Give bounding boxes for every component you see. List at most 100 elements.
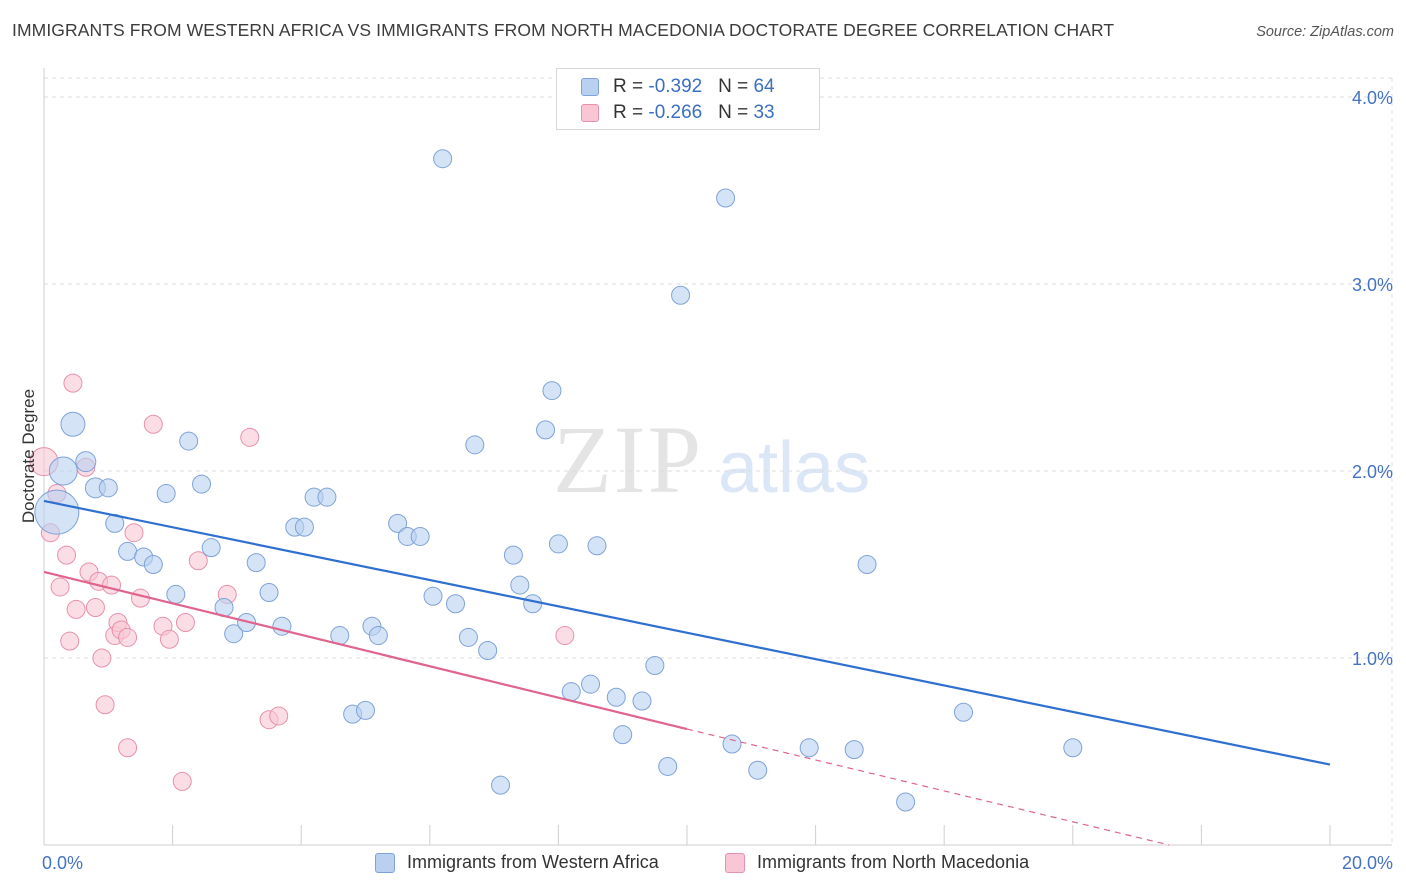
y-tick-label: 3.0%: [1352, 275, 1393, 295]
series-swatch-blue: [375, 853, 395, 873]
data-point-western-africa: [671, 285, 691, 305]
data-point-western-africa: [60, 411, 86, 437]
legend-n-value: 64: [753, 76, 775, 97]
legend-r-value: -0.266: [648, 102, 703, 123]
data-point-western-africa: [799, 738, 819, 758]
data-point-north-macedonia: [66, 599, 86, 619]
data-point-western-africa: [645, 655, 665, 675]
data-point-western-africa: [388, 513, 408, 533]
data-point-western-africa: [259, 583, 279, 603]
data-point-western-africa: [433, 149, 453, 169]
data-point-western-africa: [48, 456, 78, 486]
data-point-western-africa: [98, 478, 118, 498]
legend-r-label: R =: [613, 76, 649, 97]
data-point-western-africa: [179, 431, 199, 451]
data-point-western-africa: [503, 545, 523, 565]
data-point-western-africa: [613, 725, 633, 745]
data-point-western-africa: [458, 627, 478, 647]
data-point-western-africa: [317, 487, 337, 507]
data-point-north-macedonia: [118, 627, 138, 647]
data-point-western-africa: [542, 381, 562, 401]
x-tick-label: 20.0%: [1342, 853, 1393, 873]
legend-r-label: R =: [613, 102, 649, 123]
data-point-north-macedonia: [159, 629, 179, 649]
data-point-north-macedonia: [188, 551, 208, 571]
data-point-western-africa: [156, 483, 176, 503]
data-point-north-macedonia: [118, 738, 138, 758]
data-point-western-africa: [548, 534, 568, 554]
legend-r-value: -0.392: [648, 76, 703, 97]
chart-title: IMMIGRANTS FROM WESTERN AFRICA VS IMMIGR…: [12, 20, 1115, 40]
data-point-western-africa: [658, 756, 678, 776]
data-point-western-africa: [246, 553, 266, 573]
series-label: Immigrants from North Macedonia: [757, 852, 1030, 872]
legend-n-label: N =: [718, 102, 754, 123]
data-point-western-africa: [201, 538, 221, 558]
data-point-western-africa: [523, 594, 543, 614]
data-point-western-africa: [953, 702, 973, 722]
data-point-western-africa: [118, 541, 138, 561]
data-point-western-africa: [716, 188, 736, 208]
data-point-western-africa: [510, 575, 530, 595]
data-point-western-africa: [410, 526, 430, 546]
series-swatch-pink: [725, 853, 745, 873]
data-point-north-macedonia: [50, 577, 70, 597]
y-tick-label: 1.0%: [1352, 649, 1393, 669]
data-point-western-africa: [857, 555, 877, 574]
y-axis-label: Doctorate Degree: [19, 389, 38, 523]
data-point-north-macedonia: [60, 631, 80, 651]
data-point-western-africa: [356, 700, 375, 720]
legend-swatch-pink: [581, 104, 599, 122]
data-point-western-africa: [561, 682, 581, 702]
data-point-western-africa: [896, 792, 916, 812]
data-point-north-macedonia: [57, 545, 77, 565]
data-point-western-africa: [143, 555, 163, 574]
data-point-north-macedonia: [269, 706, 289, 726]
data-point-western-africa: [722, 734, 742, 754]
data-point-north-macedonia: [175, 612, 195, 632]
y-tick-label: 4.0%: [1352, 88, 1393, 108]
data-point-western-africa: [536, 420, 556, 440]
data-point-western-africa: [75, 451, 97, 473]
series-legend: Immigrants from Western Africa Immigrant…: [0, 851, 1406, 877]
data-point-western-africa: [446, 594, 466, 614]
data-point-north-macedonia: [240, 427, 260, 447]
data-point-western-africa: [748, 760, 768, 780]
data-point-western-africa: [632, 691, 652, 711]
legend-n-value: 33: [753, 102, 775, 123]
data-point-north-macedonia: [124, 523, 144, 543]
data-point-western-africa: [1063, 738, 1083, 758]
legend: R = -0.392 N = 64 R = -0.266 N = 33: [556, 68, 820, 130]
data-point-western-africa: [606, 687, 626, 707]
data-point-western-africa: [423, 586, 443, 606]
watermark-zip: ZIP: [553, 406, 703, 513]
series-label: Immigrants from Western Africa: [407, 852, 659, 872]
trend-line-western-africa: [43, 499, 1331, 766]
data-point-north-macedonia: [555, 626, 575, 646]
data-point-western-africa: [587, 536, 607, 556]
y-tick-label: 2.0%: [1352, 462, 1393, 482]
data-point-western-africa: [34, 489, 80, 535]
data-point-north-macedonia: [143, 414, 163, 434]
data-point-western-africa: [368, 626, 388, 646]
trend-line-north-macedonia: [43, 570, 688, 731]
data-point-western-africa: [294, 517, 314, 537]
legend-swatch-blue: [581, 78, 599, 96]
data-point-western-africa: [224, 624, 244, 644]
source-label: Source: ZipAtlas.com: [1256, 24, 1394, 40]
data-point-north-macedonia: [92, 648, 112, 668]
data-point-western-africa: [465, 435, 485, 455]
x-tick-label: 0.0%: [42, 853, 83, 873]
trend-line-north-macedonia-extension: [686, 728, 1170, 846]
data-point-western-africa: [491, 775, 511, 795]
data-point-north-macedonia: [172, 771, 192, 791]
data-point-north-macedonia: [102, 575, 122, 595]
data-point-north-macedonia: [63, 373, 83, 393]
watermark-atlas: atlas: [718, 428, 870, 508]
data-point-western-africa: [581, 674, 601, 694]
data-point-western-africa: [166, 584, 186, 604]
data-point-western-africa: [844, 740, 864, 760]
data-point-north-macedonia: [95, 695, 115, 715]
data-point-western-africa: [192, 474, 212, 494]
